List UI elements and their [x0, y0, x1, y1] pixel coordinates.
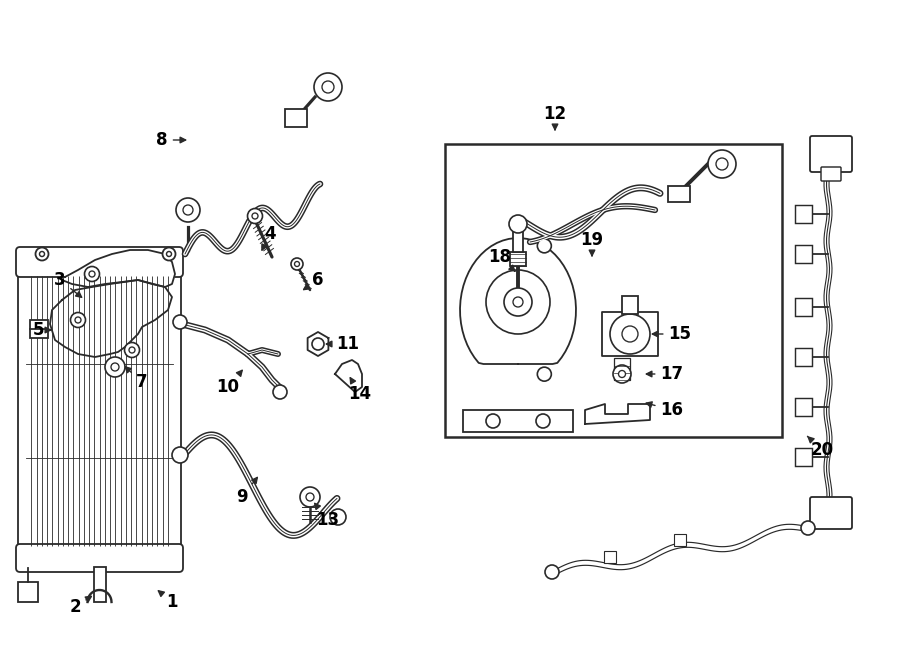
FancyBboxPatch shape: [16, 247, 183, 277]
Polygon shape: [308, 332, 328, 356]
Bar: [285, 109, 307, 127]
Bar: [668, 186, 690, 202]
Text: 2: 2: [69, 596, 92, 616]
Circle shape: [300, 487, 320, 507]
Circle shape: [173, 315, 187, 329]
Text: 13: 13: [315, 503, 339, 529]
Text: 19: 19: [580, 231, 604, 256]
Circle shape: [506, 290, 530, 314]
Bar: [604, 551, 616, 563]
Text: 4: 4: [262, 225, 275, 250]
FancyBboxPatch shape: [810, 497, 852, 529]
Circle shape: [89, 271, 95, 277]
Circle shape: [618, 371, 626, 377]
Bar: [614, 358, 630, 380]
FancyBboxPatch shape: [18, 268, 181, 554]
Bar: [510, 252, 526, 266]
Bar: [674, 534, 686, 546]
Circle shape: [486, 414, 500, 428]
Bar: [513, 230, 523, 252]
Bar: [30, 320, 48, 338]
Text: 20: 20: [807, 436, 833, 459]
Text: 12: 12: [544, 105, 567, 130]
Circle shape: [716, 158, 728, 170]
Circle shape: [176, 198, 200, 222]
Bar: [795, 348, 812, 366]
Circle shape: [306, 493, 314, 501]
Polygon shape: [460, 238, 576, 364]
Circle shape: [294, 261, 300, 267]
Text: 14: 14: [348, 378, 372, 403]
Bar: [795, 245, 812, 263]
Circle shape: [124, 342, 140, 357]
Circle shape: [291, 258, 303, 270]
Circle shape: [252, 213, 258, 219]
Circle shape: [504, 288, 532, 316]
Circle shape: [545, 565, 559, 579]
Bar: [795, 448, 812, 466]
Circle shape: [613, 365, 631, 383]
Circle shape: [708, 150, 736, 178]
Text: 10: 10: [217, 370, 242, 396]
Text: 3: 3: [54, 271, 82, 297]
Circle shape: [801, 521, 815, 535]
Bar: [602, 312, 658, 356]
Circle shape: [163, 248, 176, 261]
Circle shape: [75, 317, 81, 323]
Text: 8: 8: [157, 131, 185, 149]
Circle shape: [513, 297, 523, 307]
Text: 11: 11: [327, 335, 359, 353]
Circle shape: [183, 205, 193, 215]
Text: 1: 1: [158, 591, 178, 611]
Bar: [18, 582, 38, 602]
Circle shape: [129, 347, 135, 353]
Text: 7: 7: [125, 367, 148, 391]
Circle shape: [610, 314, 650, 354]
Bar: [795, 205, 812, 223]
Circle shape: [70, 312, 86, 328]
Bar: [94, 567, 105, 602]
Circle shape: [312, 338, 324, 350]
Circle shape: [105, 357, 125, 377]
Circle shape: [537, 239, 552, 253]
Text: 5: 5: [32, 321, 50, 339]
FancyBboxPatch shape: [16, 544, 183, 572]
Circle shape: [172, 447, 188, 463]
Circle shape: [40, 252, 44, 256]
Circle shape: [509, 215, 527, 233]
Circle shape: [537, 367, 552, 381]
Circle shape: [35, 248, 49, 261]
Circle shape: [322, 81, 334, 93]
FancyBboxPatch shape: [810, 136, 852, 172]
Circle shape: [622, 326, 638, 342]
Polygon shape: [58, 250, 175, 287]
Bar: [445, 144, 782, 437]
Bar: [463, 410, 573, 432]
Text: 6: 6: [303, 271, 324, 289]
Text: 15: 15: [652, 325, 691, 343]
Polygon shape: [585, 404, 650, 424]
Circle shape: [166, 252, 172, 256]
Text: 17: 17: [646, 365, 684, 383]
Text: 9: 9: [236, 477, 257, 506]
Circle shape: [273, 385, 287, 399]
Circle shape: [536, 414, 550, 428]
Circle shape: [85, 267, 100, 281]
Circle shape: [330, 509, 346, 525]
Circle shape: [111, 363, 119, 371]
Polygon shape: [50, 280, 172, 357]
Circle shape: [486, 270, 550, 334]
Text: 18: 18: [489, 248, 515, 271]
Circle shape: [314, 73, 342, 101]
Bar: [622, 296, 638, 314]
Bar: [795, 398, 812, 416]
Text: 16: 16: [646, 401, 683, 419]
FancyBboxPatch shape: [821, 167, 841, 181]
Bar: [795, 298, 812, 316]
Polygon shape: [335, 360, 362, 392]
Circle shape: [248, 209, 263, 224]
